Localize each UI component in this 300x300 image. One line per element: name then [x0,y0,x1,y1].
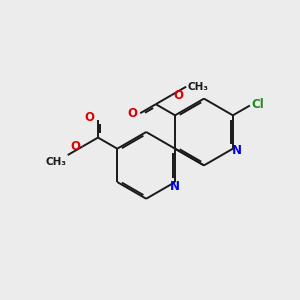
Text: CH₃: CH₃ [45,157,66,167]
Text: Cl: Cl [251,98,264,111]
Text: O: O [128,107,138,120]
Text: O: O [85,111,95,124]
Text: CH₃: CH₃ [188,82,209,92]
Text: N: N [232,144,242,157]
Text: N: N [170,181,180,194]
Text: O: O [71,140,81,153]
Text: O: O [173,89,183,102]
